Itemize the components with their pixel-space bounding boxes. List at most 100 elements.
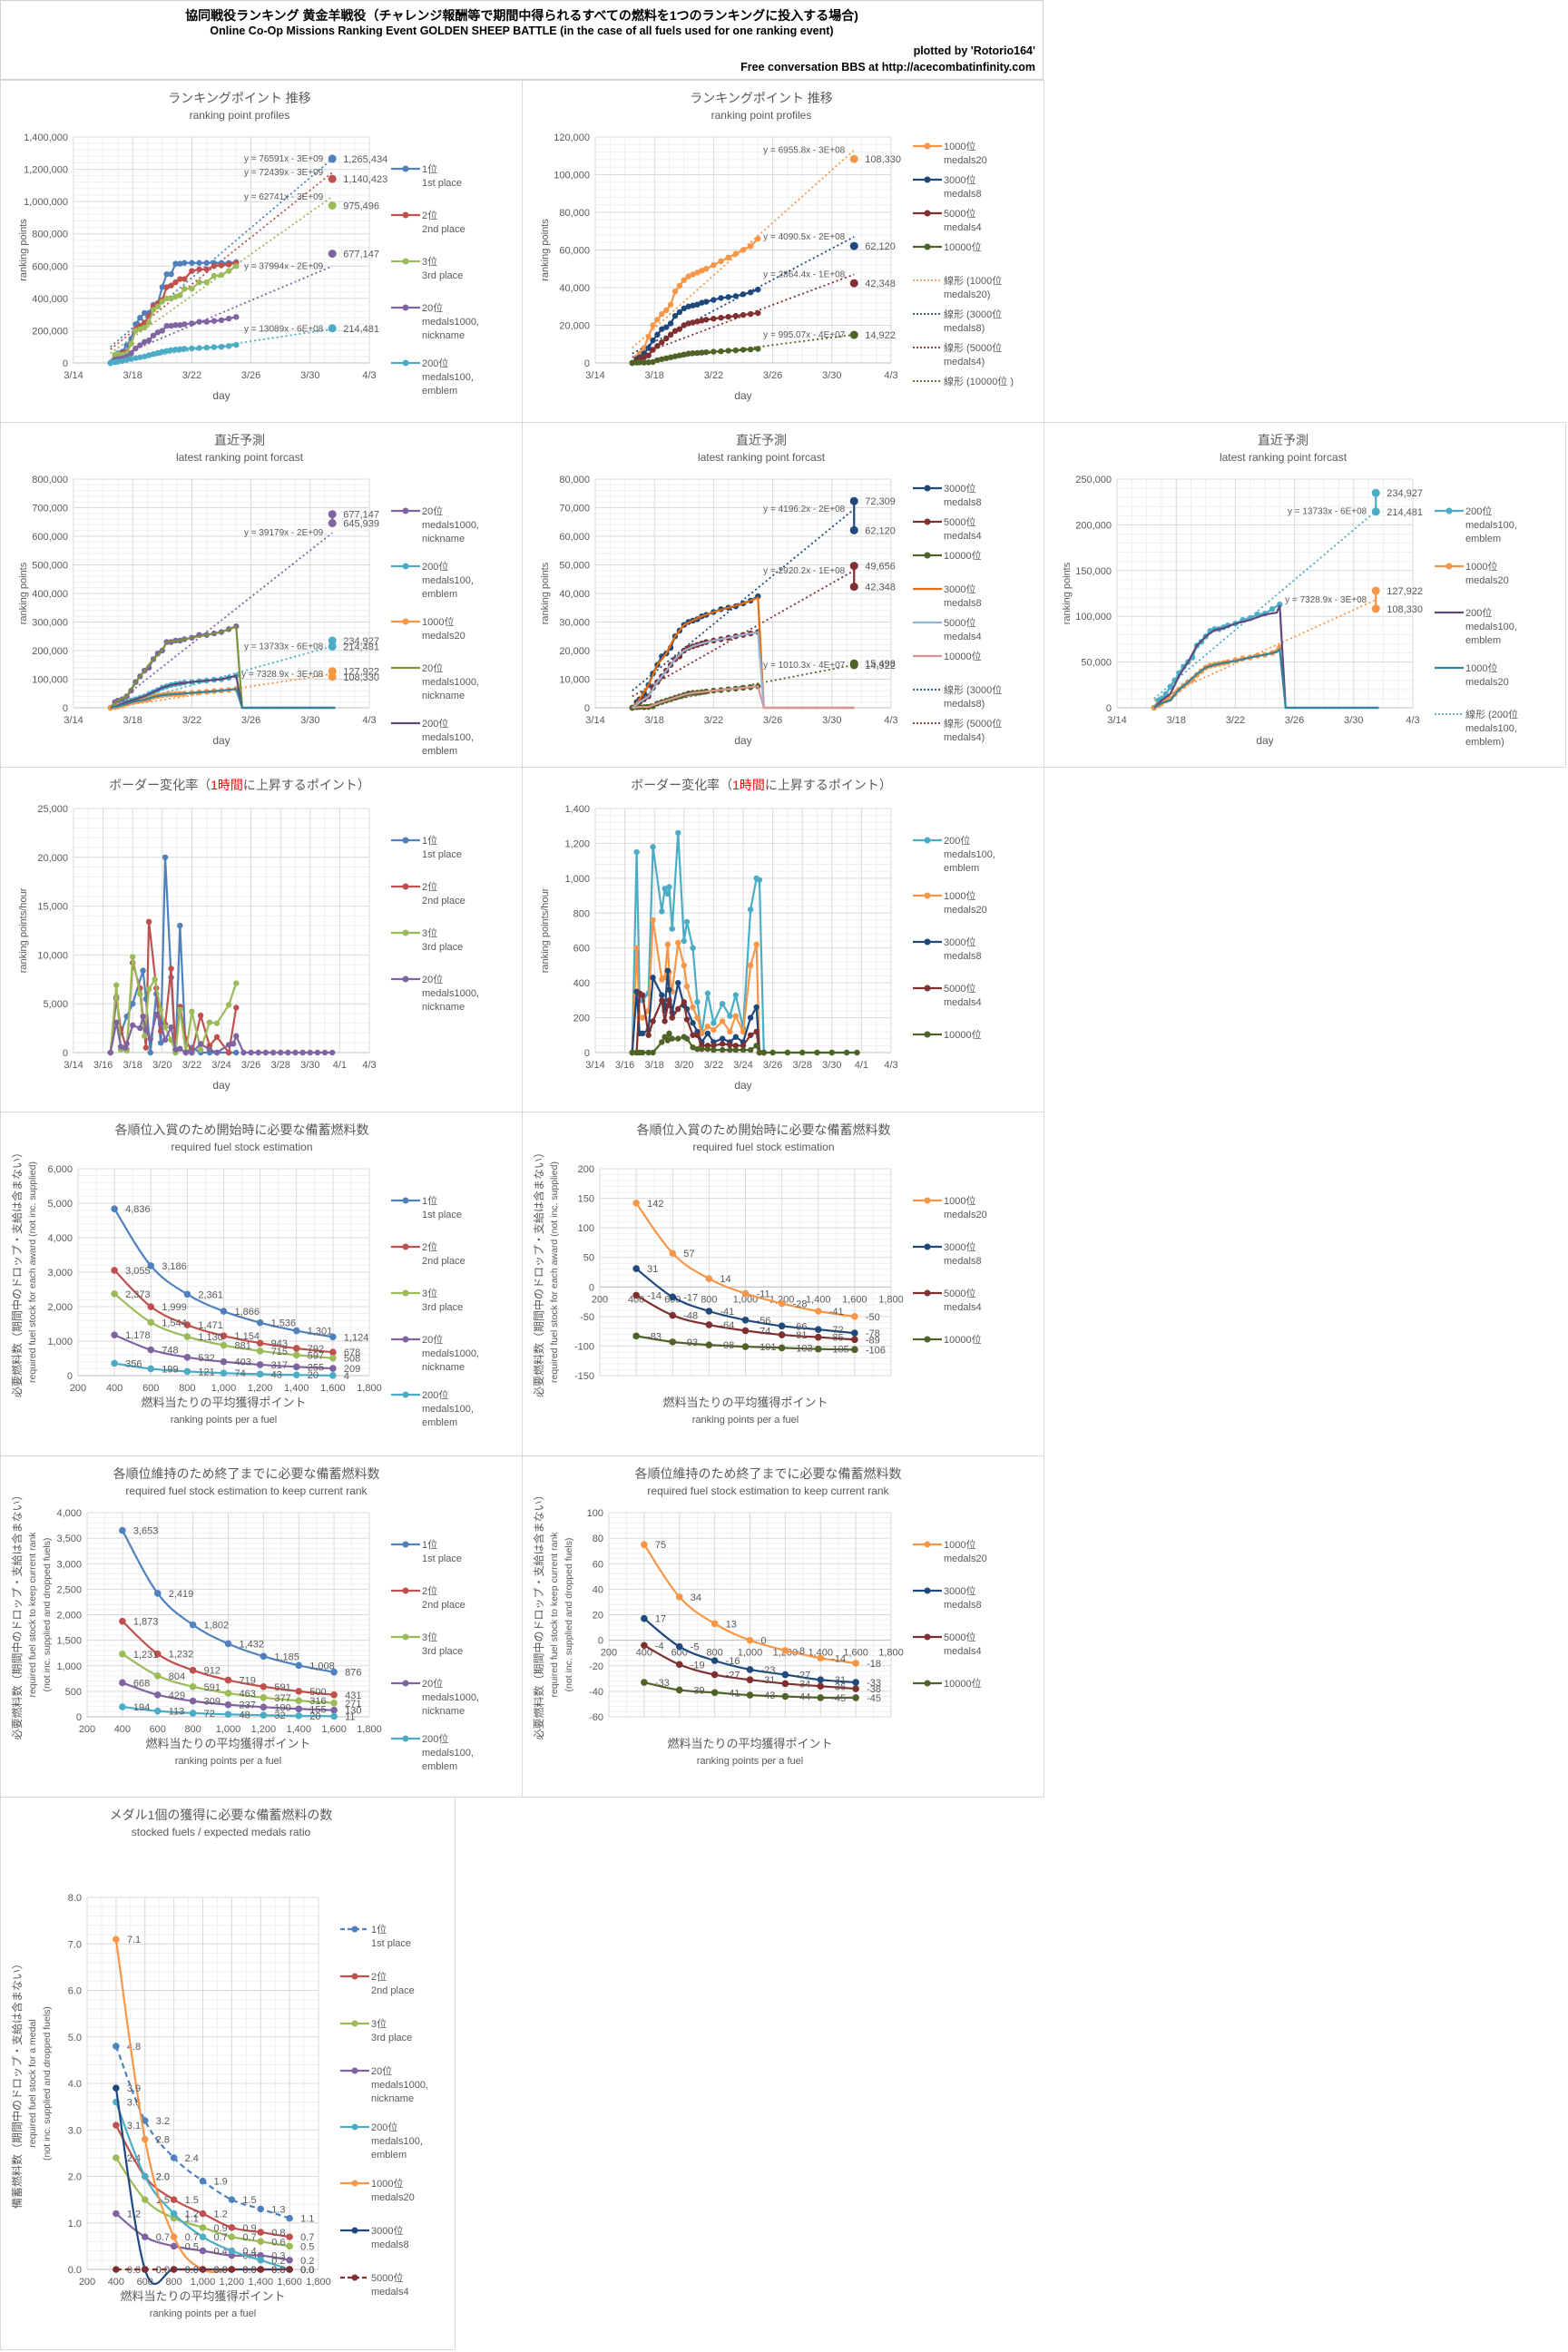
data-point (690, 945, 696, 951)
forecast-label: 127,922 (343, 667, 379, 678)
data-point (851, 1336, 858, 1344)
bbs-link[interactable]: Free conversation BBS at http://acecomba… (740, 61, 1035, 74)
data-point (262, 1049, 270, 1056)
data-point (172, 347, 179, 353)
legend-sublabel: medals8 (944, 598, 982, 609)
legend-item: 1000位 medals20 (913, 1538, 987, 1564)
x-tick-label: 4/3 (884, 715, 897, 726)
y-tick-label: 60,000 (559, 246, 590, 257)
legend-label: 2位 (422, 1584, 437, 1597)
data-label: 431 (345, 1690, 361, 1701)
data-label: 17 (655, 1614, 666, 1625)
chart-title: 各順位維持のため終了までに必要な備蓄燃料数 (113, 1466, 380, 1481)
forecast-label: 1,265,434 (343, 154, 387, 165)
data-point (218, 317, 225, 324)
y-tick-label: 700,000 (32, 504, 68, 514)
data-label: 1,301 (308, 1327, 333, 1338)
forecast-point (1371, 586, 1380, 595)
data-label: -98 (720, 1340, 734, 1351)
x-tick-label: 3/18 (1166, 715, 1185, 726)
data-label: 0.4 (214, 2247, 228, 2258)
data-label: -33 (655, 1678, 670, 1689)
legend-item: 10000位 (913, 1333, 982, 1346)
legend-sublabel: medals4 (944, 531, 982, 542)
forecast-label: 234,927 (1387, 488, 1423, 499)
data-point (664, 941, 671, 948)
data-point (330, 1668, 338, 1676)
data-point (669, 1293, 677, 1301)
data-point (710, 316, 717, 322)
data-label: -105 (829, 1345, 849, 1356)
y-tick-label: 4,000 (47, 1233, 73, 1244)
legend-marker (1446, 563, 1453, 570)
data-label: 591 (274, 1682, 290, 1693)
forecast-point (328, 672, 337, 681)
chart-title: ボーダー変化率（1時間に上昇するポイント） (109, 778, 370, 792)
x-tick-label: 1,800 (306, 2277, 331, 2288)
legend-item: 線形 (10000位 ) (913, 375, 1014, 387)
x-tick-label: 3/26 (241, 715, 260, 726)
legend-marker (402, 507, 409, 514)
x-axis-label: 燃料当たりの平均獲得ポイント (667, 1737, 832, 1750)
y-tick-label: 2,000 (47, 1302, 73, 1313)
legend-label: 200位 (422, 1732, 448, 1745)
gridlines (86, 1896, 319, 2270)
legend-label: 200位 (422, 560, 448, 573)
data-point (137, 991, 143, 997)
y-axis-label-en2: (not inc. supplied and dropped fuels) (564, 1538, 574, 1692)
data-point (168, 965, 174, 972)
data-point (286, 2214, 293, 2222)
data-label: 75 (655, 1540, 666, 1551)
data-point (225, 1049, 232, 1056)
trendline-equation: y = 7328.9x - 3E+08 (1285, 595, 1367, 605)
data-point (629, 359, 635, 367)
x-tick-label: 1,800 (357, 1383, 382, 1394)
data-point (113, 2266, 120, 2273)
legend-marker (402, 1243, 409, 1250)
data-point (633, 945, 640, 951)
y-tick-label: 5,000 (47, 1199, 73, 1210)
data-point (662, 886, 668, 892)
data-point (710, 1020, 717, 1026)
data-point (329, 1365, 337, 1372)
legend-sublabel: medals8 (371, 2239, 409, 2250)
legend-item: 20位 medals1000, nickname (391, 1677, 479, 1717)
legend-marker (351, 2227, 358, 2234)
y-tick-label: 0 (63, 1048, 68, 1059)
chart-svg: 直近予測 latest ranking point forcast 0 100,000… (18, 433, 479, 757)
data-point (718, 348, 724, 355)
data-point (753, 1028, 760, 1035)
data-point (163, 348, 170, 354)
data-point (107, 359, 113, 367)
x-tick-label: 3/14 (64, 1060, 83, 1071)
forecast-label: 645,939 (343, 519, 379, 530)
data-point (203, 266, 210, 273)
data-point (113, 2154, 120, 2161)
data-label: -106 (866, 1345, 886, 1356)
x-tick-label: 1,400 (284, 1383, 309, 1394)
data-label: 4 (344, 1371, 349, 1382)
data-point (718, 315, 724, 321)
data-point (685, 320, 691, 327)
data-label: 532 (198, 1353, 214, 1364)
legend-sublabel: nickname (422, 1002, 465, 1013)
data-point (740, 311, 747, 318)
data-label: -44 (796, 1692, 810, 1703)
x-tick-label: 1,000 (191, 2277, 216, 2288)
data-label: 0 (761, 1636, 767, 1647)
legend-sublabel: medals20) (944, 289, 990, 300)
data-point (225, 1002, 232, 1008)
data-label: 3,186 (162, 1261, 187, 1272)
data-point (199, 2177, 207, 2185)
data-point (130, 1001, 136, 1007)
data-point (817, 1694, 825, 1701)
data-point (111, 1359, 118, 1367)
data-point (181, 321, 188, 328)
forecast-label: 72,309 (865, 496, 896, 507)
credit-text: plotted by 'Rotorio164' (913, 44, 1035, 57)
legend-sublabel: 1st place (422, 1553, 462, 1564)
legend-sublabel: 1st place (422, 1210, 462, 1220)
data-point (183, 1333, 191, 1340)
data-point (233, 341, 240, 348)
y-tick-label: 1.0 (68, 2219, 82, 2230)
